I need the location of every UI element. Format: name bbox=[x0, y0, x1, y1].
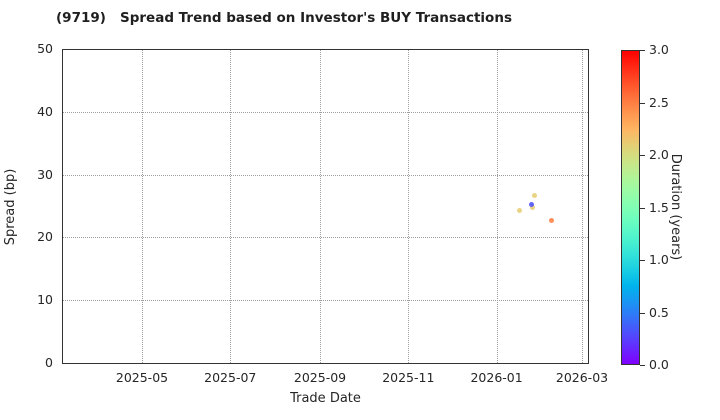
colorbar-tick-label: 3.0 bbox=[649, 42, 669, 57]
x-tick-label: 2026-03 bbox=[555, 370, 609, 385]
scatter-point bbox=[517, 207, 523, 213]
colorbar-tick bbox=[640, 312, 645, 314]
colorbar bbox=[621, 50, 640, 365]
colorbar-tick bbox=[640, 50, 645, 51]
x-gridline bbox=[496, 50, 498, 363]
colorbar-tick bbox=[640, 155, 645, 156]
scatter-point bbox=[528, 201, 534, 207]
colorbar-tick-label: 2.0 bbox=[649, 147, 669, 162]
y-tick-label: 20 bbox=[37, 229, 53, 245]
colorbar-tick-label: 2.5 bbox=[649, 94, 669, 110]
x-axis-label: Trade Date bbox=[290, 391, 361, 406]
chart-title: (9719) Spread Trend based on Investor's … bbox=[56, 10, 512, 26]
x-tick-label: 2025-09 bbox=[293, 370, 347, 385]
y-gridline bbox=[63, 237, 588, 239]
colorbar-tick bbox=[640, 365, 645, 366]
scatter-point bbox=[549, 217, 555, 223]
x-tick-label: 2025-07 bbox=[204, 370, 257, 385]
y-tick-label: 30 bbox=[37, 166, 53, 182]
colorbar-tick-label: 0.5 bbox=[649, 304, 669, 320]
x-tick-label: 2025-05 bbox=[115, 370, 169, 385]
x-gridline bbox=[320, 50, 322, 363]
x-tick-label: 2026-01 bbox=[470, 370, 523, 385]
scatter-point bbox=[531, 192, 537, 198]
scatter-point bbox=[530, 205, 536, 211]
y-tick-label: 0 bbox=[45, 355, 53, 370]
plot-area bbox=[62, 49, 589, 364]
x-gridline bbox=[142, 50, 143, 363]
colorbar-tick bbox=[640, 207, 645, 209]
y-axis-label: Spread (bp) bbox=[3, 168, 18, 246]
y-tick-label: 50 bbox=[37, 41, 53, 56]
colorbar-tick bbox=[640, 260, 645, 261]
y-tick-label: 10 bbox=[37, 292, 53, 308]
y-gridline bbox=[63, 300, 588, 302]
y-tick-label: 40 bbox=[37, 103, 53, 119]
colorbar-tick-label: 1.5 bbox=[649, 199, 669, 215]
x-gridline bbox=[230, 50, 232, 363]
x-gridline bbox=[582, 50, 583, 363]
colorbar-label: Duration (years) bbox=[668, 153, 683, 261]
colorbar-tick bbox=[640, 102, 645, 104]
colorbar-tick-label: 1.0 bbox=[649, 252, 669, 267]
y-gridline bbox=[63, 111, 588, 113]
x-tick-label: 2025-11 bbox=[382, 370, 435, 385]
colorbar-tick-label: 0.0 bbox=[649, 357, 669, 372]
x-gridline bbox=[408, 50, 410, 363]
y-gridline bbox=[63, 174, 588, 176]
